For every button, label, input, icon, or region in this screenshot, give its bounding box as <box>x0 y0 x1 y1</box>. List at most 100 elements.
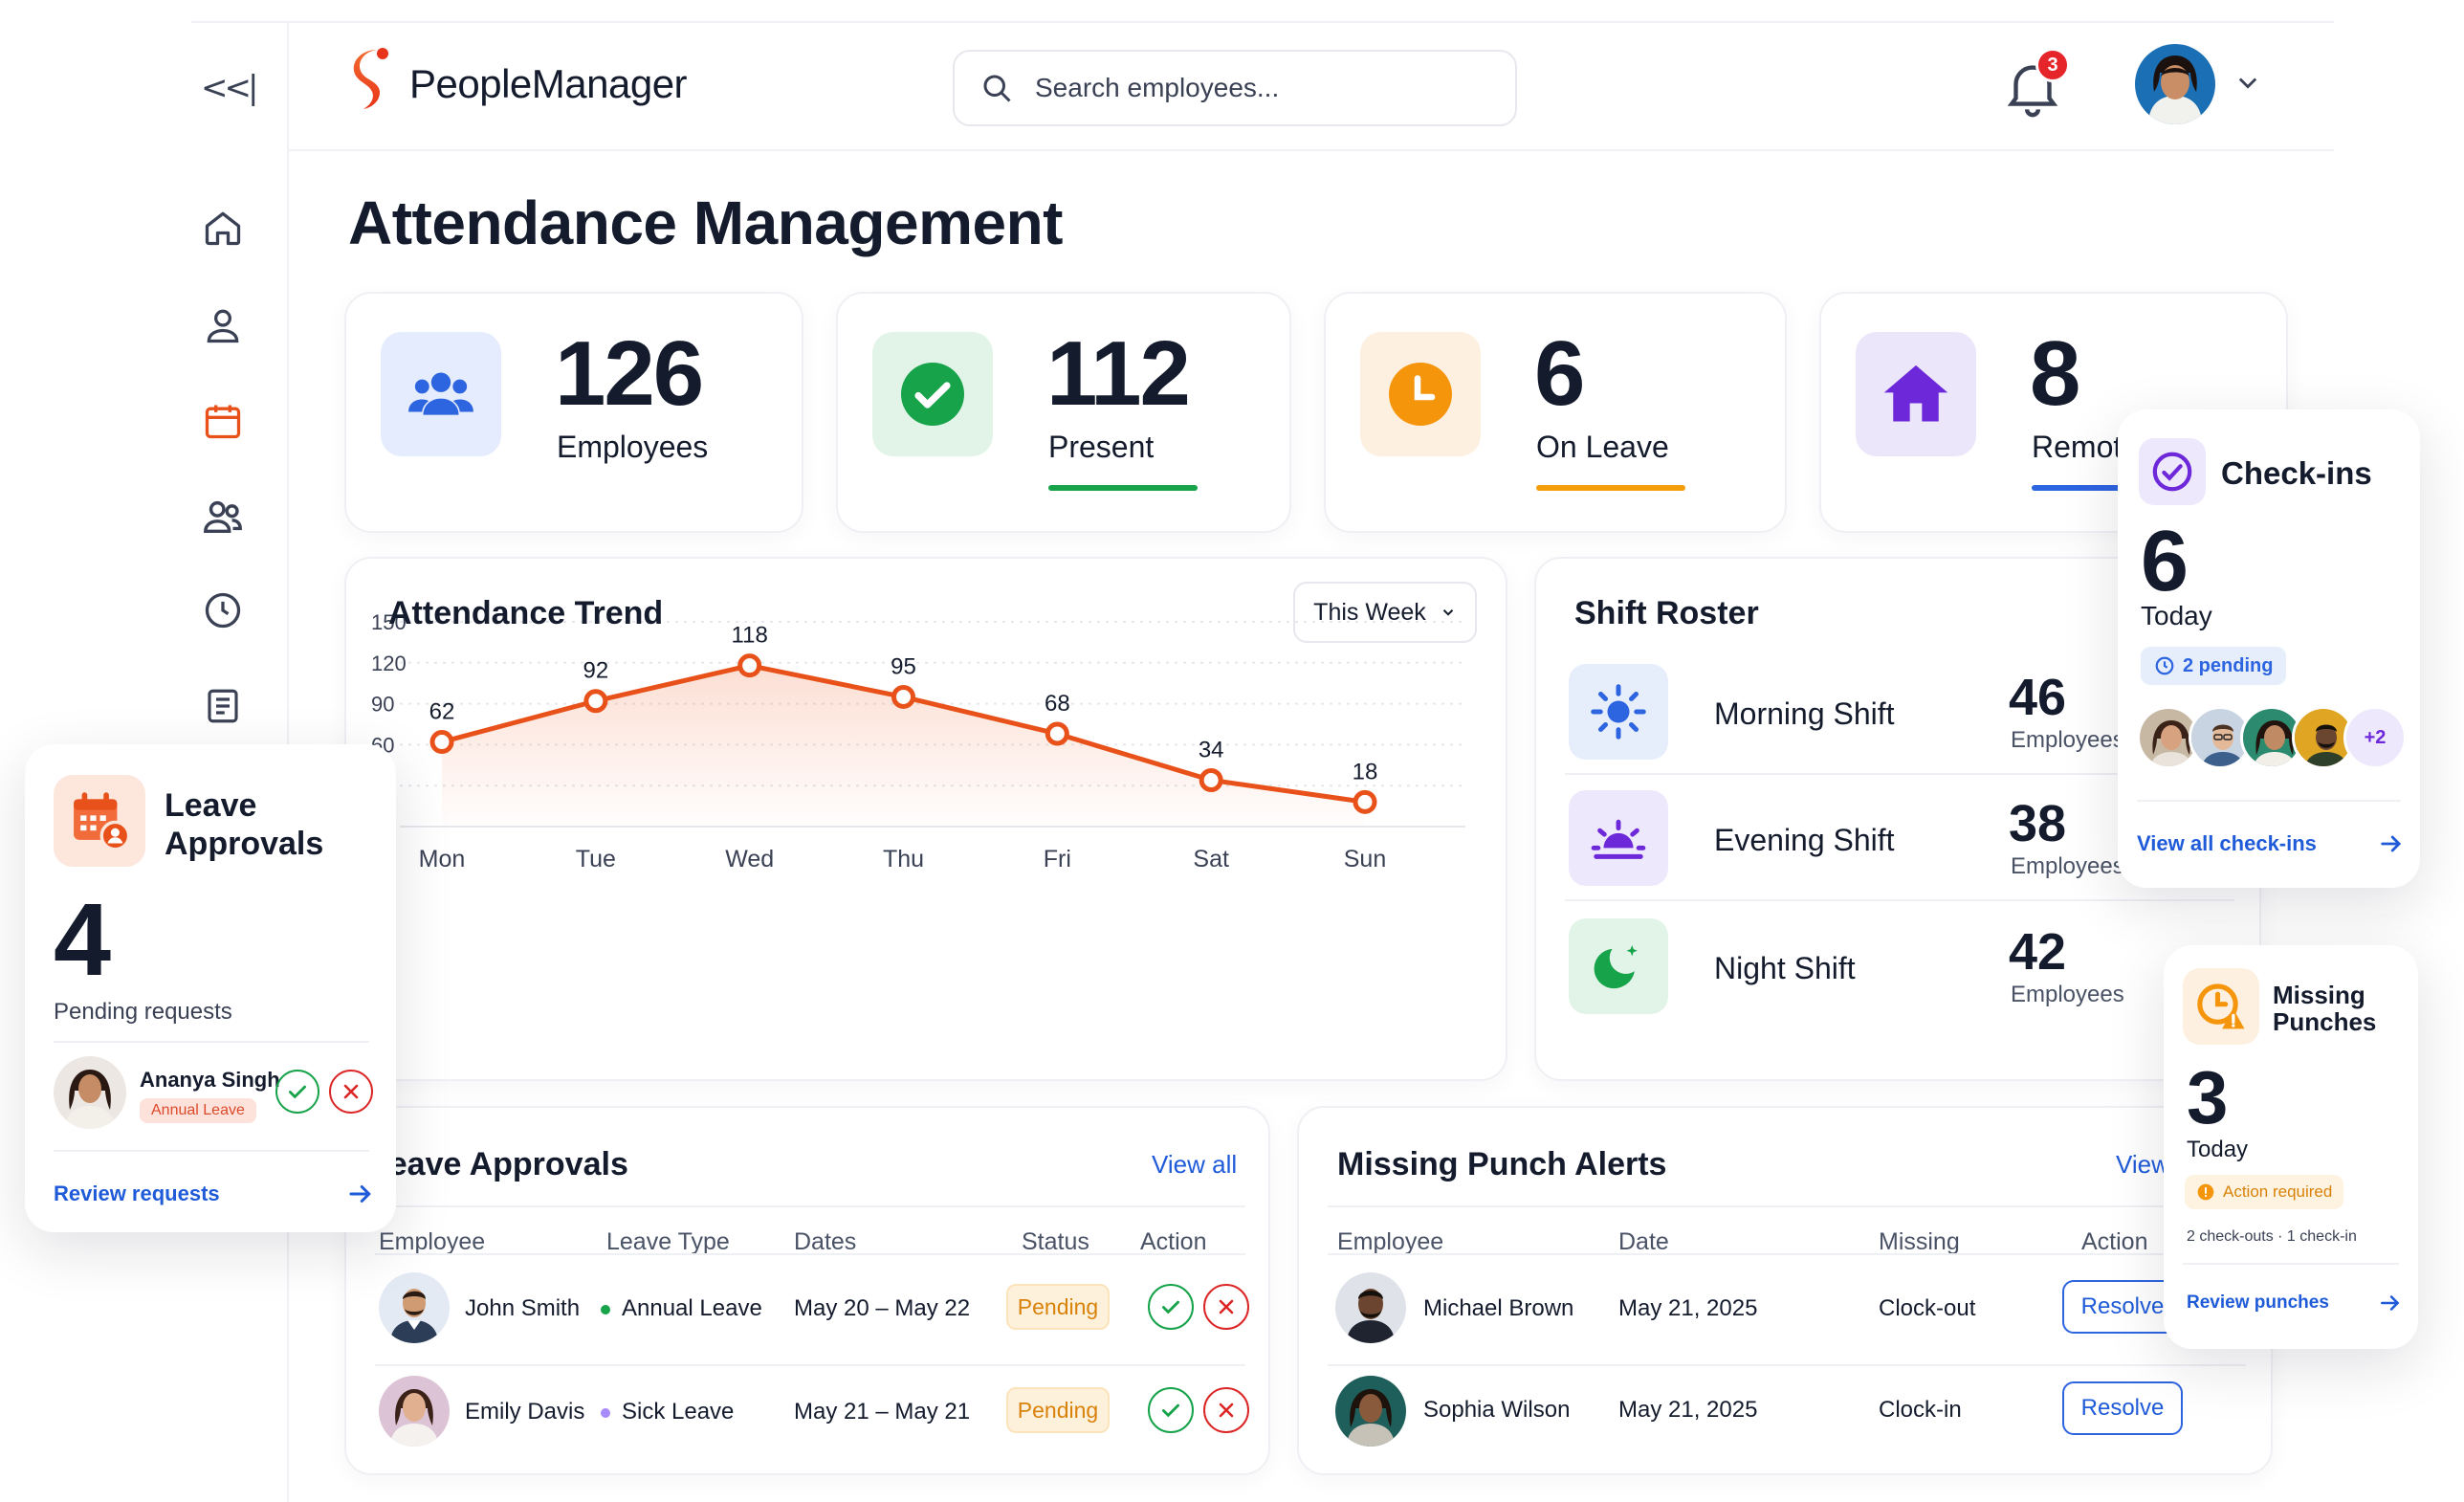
moon-icon <box>1569 918 1668 1014</box>
action-required-badge: Action required <box>2185 1175 2344 1209</box>
divider <box>1565 899 2234 901</box>
pending-label: Pending requests <box>54 999 232 1025</box>
shift-count-label: Employees <box>2011 982 2124 1007</box>
shift-count: 46 <box>2009 669 2067 726</box>
header-divider <box>287 149 2334 151</box>
clock-alert-icon <box>2183 968 2259 1045</box>
shift-row-morning[interactable]: Morning Shift 46 Employees <box>1569 664 2229 767</box>
x-tick-label: Thu <box>883 846 924 872</box>
divider <box>2183 1263 2399 1265</box>
avatar <box>1335 1272 1406 1343</box>
review-punches-link[interactable]: Review punches <box>2187 1284 2403 1322</box>
widget-title-line: Leave <box>165 787 257 824</box>
range-dropdown[interactable]: This Week <box>1293 582 1477 643</box>
view-all-checkins-label: View all check-ins <box>2137 831 2317 855</box>
attendance-trend-chart: 150120906030062Mon92Tue118Wed95Thu68Fri3… <box>371 610 1465 872</box>
widget-title: Check-ins <box>2221 455 2372 491</box>
stat-card-present: 112 Present <box>836 292 1291 533</box>
report-icon[interactable] <box>196 679 250 733</box>
stat-label: On Leave <box>1536 430 1669 464</box>
stat-label: Employees <box>557 430 709 464</box>
check-icon <box>872 332 993 456</box>
employee-name: Michael Brown <box>1423 1295 1574 1321</box>
reject-button[interactable] <box>1203 1387 1249 1433</box>
user-avatar[interactable] <box>2135 44 2215 124</box>
data-label: 68 <box>1045 691 1070 717</box>
employee-name: John Smith <box>465 1295 581 1321</box>
user-icon[interactable] <box>196 298 250 352</box>
data-point <box>1353 789 1377 814</box>
review-requests-label: Review requests <box>54 1182 220 1205</box>
search-input[interactable] <box>1035 73 1475 103</box>
widget-title-line: Approvals <box>165 826 324 862</box>
frame-top-divider <box>191 21 2334 23</box>
collapse-sidebar-button[interactable]: <<| <box>201 69 258 107</box>
stat-value: 112 <box>1046 322 1191 425</box>
home-icon[interactable] <box>196 201 250 254</box>
stat-label: Present <box>1048 430 1155 464</box>
review-punches-label: Review punches <box>2187 1292 2329 1313</box>
missing-count: 3 <box>2187 1055 2229 1139</box>
view-all-link[interactable]: View <box>2116 1150 2169 1179</box>
calendar-icon[interactable] <box>196 394 250 448</box>
missing-punches-widget: Missing Punches 3 Today Action required … <box>2164 945 2418 1349</box>
leave-type-label: Sick Leave <box>622 1399 735 1425</box>
leave-type-dot <box>601 1407 610 1418</box>
reject-button[interactable] <box>1203 1284 1249 1330</box>
resolve-button[interactable]: Resolve <box>2062 1381 2183 1435</box>
widget-title-line: Punches <box>2273 1007 2377 1036</box>
divider <box>54 1150 369 1152</box>
data-label: 62 <box>429 699 455 725</box>
team-icon[interactable] <box>196 490 250 543</box>
shift-row-evening[interactable]: Evening Shift 38 Employees <box>1569 790 2229 894</box>
approve-button[interactable] <box>275 1070 319 1114</box>
sun-icon <box>1569 664 1668 760</box>
stat-value: 6 <box>1534 322 1585 425</box>
leave-type-label: Annual Leave <box>622 1295 762 1321</box>
stat-underline <box>1536 485 1685 491</box>
avatar <box>2137 706 2200 769</box>
avatar <box>1335 1376 1406 1447</box>
column-header: Leave Type <box>606 1228 730 1255</box>
approve-button[interactable] <box>1148 1387 1194 1433</box>
column-header: Date <box>1618 1228 1669 1255</box>
column-header: Action <box>2081 1228 2148 1255</box>
check-icon <box>1162 1300 1179 1314</box>
arrow-right-icon <box>2381 835 2402 852</box>
approve-button[interactable] <box>1148 1284 1194 1330</box>
widget-title: Missing Punches <box>2273 982 2376 1035</box>
view-all-checkins-link[interactable]: View all check-ins <box>2137 825 2405 863</box>
data-point <box>737 653 762 678</box>
column-header: Status <box>1022 1228 1089 1255</box>
divider <box>1565 773 2234 775</box>
shift-count-label: Employees <box>2011 727 2124 753</box>
leave-approvals-table-card: Leave Approvals View all Employee Leave … <box>344 1106 1270 1475</box>
more-avatars-count[interactable]: +2 <box>2343 706 2407 769</box>
close-icon <box>1219 1403 1234 1418</box>
clock-icon[interactable] <box>196 584 250 637</box>
attendance-trend-card: 150120906030062Mon92Tue118Wed95Thu68Fri3… <box>344 557 1507 1081</box>
search-bar[interactable] <box>953 50 1517 126</box>
missing-punch-table-card: Missing Punch Alerts View Employee Date … <box>1297 1106 2273 1475</box>
status-badge: Pending <box>1006 1284 1110 1330</box>
chevron-down-icon[interactable] <box>2234 69 2261 96</box>
check-ins-widget: Check-ins 6 Today 2 pending +2 View all … <box>2118 409 2420 888</box>
leave-dates: May 21 – May 21 <box>794 1399 971 1425</box>
checkin-count: 6 <box>2141 514 2189 609</box>
leave-type-tag: Annual Leave <box>140 1098 256 1123</box>
review-requests-link[interactable]: Review requests <box>54 1175 375 1213</box>
avatar <box>379 1376 450 1447</box>
shift-name: Night Shift <box>1714 951 1856 985</box>
range-dropdown-label: This Week <box>1313 598 1426 626</box>
view-all-link[interactable]: View all <box>1152 1150 1238 1179</box>
shift-row-night[interactable]: Night Shift 42 Employees <box>1569 918 2229 1022</box>
arrow-right-icon <box>2381 1295 2400 1311</box>
column-header: Employee <box>379 1228 486 1255</box>
app-logo[interactable]: PeopleManager <box>344 46 688 122</box>
reject-button[interactable] <box>329 1070 373 1114</box>
missing-period: Today <box>2187 1137 2249 1162</box>
avatar <box>2189 706 2252 769</box>
checkin-period: Today <box>2141 601 2212 630</box>
punch-date: May 21, 2025 <box>1618 1295 1758 1321</box>
trend-title: Attendance Trend <box>388 595 664 631</box>
